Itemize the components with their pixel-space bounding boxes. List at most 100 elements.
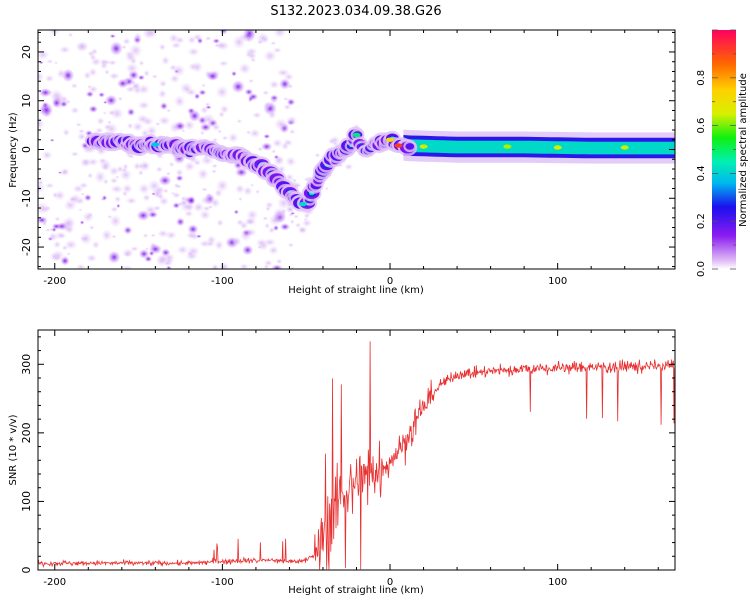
snr-xtick-label: 100: [548, 577, 567, 588]
noise-speckle: [241, 244, 254, 256]
spectrogram-xtick-label: 0: [387, 276, 393, 287]
noise-speckle: [51, 223, 61, 230]
noise-speckle: [175, 174, 184, 182]
noise-speckle: [242, 186, 253, 196]
snr-panel: -200 -100 0 100 0 100 200 300 Height of straigh…: [8, 329, 676, 596]
noise-speckle: [59, 100, 68, 108]
snr-ytick-label: 0: [20, 567, 33, 574]
noise-speckle: [98, 92, 106, 98]
noise-speckle: [247, 99, 253, 103]
noise-speckle: [191, 61, 204, 74]
noise-speckle: [214, 239, 224, 251]
noise-speckle: [244, 218, 256, 226]
noise-speckle: [45, 182, 55, 189]
noise-speckle: [294, 222, 302, 228]
noise-speckle: [179, 201, 194, 213]
noise-speckle: [272, 47, 282, 54]
noise-speckle: [273, 30, 287, 39]
noise-speckle: [172, 202, 181, 209]
noise-speckle: [168, 161, 175, 168]
noise-speckle: [250, 58, 257, 63]
noise-speckle: [216, 218, 224, 227]
noise-speckle: [136, 210, 150, 221]
spectrogram-ylabel: Frequency (Hz): [8, 112, 19, 188]
noise-speckle: [48, 30, 60, 36]
noise-speckle: [170, 42, 182, 49]
noise-speckle: [109, 41, 124, 56]
noise-speckle: [41, 150, 53, 160]
noise-speckle: [133, 32, 142, 41]
noise-speckle: [153, 205, 162, 211]
noise-speckle: [131, 80, 136, 85]
noise-speckle: [41, 219, 48, 227]
noise-speckle: [289, 129, 296, 135]
noise-speckle: [79, 220, 85, 225]
hot-spot: [352, 132, 361, 138]
noise-speckle: [161, 55, 170, 66]
noise-speckle: [137, 74, 145, 81]
noise-speckle: [231, 70, 237, 77]
hot-spot: [620, 145, 629, 150]
noise-speckle: [132, 121, 144, 132]
noise-speckle: [198, 89, 207, 96]
noise-speckle: [123, 226, 133, 235]
noise-speckle: [192, 201, 205, 213]
noise-speckle: [54, 216, 61, 222]
noise-speckle: [137, 100, 151, 110]
noise-speckle: [49, 251, 61, 262]
noise-speckle: [110, 206, 119, 213]
noise-speckle: [103, 124, 112, 130]
noise-speckle: [257, 146, 263, 152]
noise-speckle: [187, 47, 200, 57]
noise-speckle: [38, 87, 53, 98]
noise-speckle: [124, 52, 137, 63]
noise-speckle: [126, 107, 136, 117]
noise-speckle: [236, 119, 243, 124]
noise-speckle: [52, 191, 59, 199]
noise-speckle: [83, 194, 92, 202]
noise-speckle: [44, 74, 55, 83]
noise-speckle: [75, 122, 82, 127]
noise-speckle: [148, 244, 163, 255]
colorbar-tick-label: 0.6: [696, 118, 707, 134]
snr-ytick-label: 200: [20, 422, 33, 443]
noise-speckle: [142, 193, 151, 202]
noise-speckle: [263, 259, 274, 267]
snr-ytick-label: 100: [20, 491, 33, 512]
noise-speckle: [138, 60, 145, 66]
noise-speckle: [199, 239, 211, 248]
noise-speckle: [250, 183, 255, 187]
noise-speckle: [265, 201, 274, 209]
noise-speckle: [238, 62, 252, 75]
noise-speckle: [289, 219, 295, 225]
snr-ticks: -200 -100 0 100 0 100 200 300: [20, 330, 675, 588]
noise-speckle: [117, 96, 123, 102]
noise-speckle: [205, 192, 212, 198]
colorbar-ticks: 0.0 0.2 0.4 0.6 0.8: [696, 29, 736, 277]
noise-speckle: [165, 171, 171, 176]
noise-speckle: [138, 182, 151, 195]
noise-speckle: [272, 138, 283, 148]
noise-speckle: [100, 61, 108, 70]
noise-speckle: [157, 89, 167, 99]
noise-speckle: [333, 142, 338, 146]
noise-speckle: [196, 37, 204, 45]
noise-speckle: [116, 203, 121, 209]
noise-speckle: [158, 175, 172, 186]
noise-speckle: [62, 128, 70, 137]
noise-speckle: [125, 62, 139, 74]
noise-speckle: [179, 82, 193, 95]
noise-speckle: [271, 264, 283, 269]
colorbar-gradient: [712, 30, 736, 269]
noise-speckle: [151, 192, 156, 196]
noise-speckle: [210, 197, 221, 208]
hot-spot: [419, 144, 428, 149]
noise-speckle: [279, 222, 291, 231]
noise-speckle: [183, 161, 196, 172]
stable-band-core: [403, 138, 675, 155]
noise-speckle: [122, 37, 131, 46]
noise-speckle: [175, 168, 184, 177]
noise-speckle: [271, 149, 277, 154]
noise-speckle: [216, 42, 226, 49]
noise-speckle: [109, 177, 119, 185]
